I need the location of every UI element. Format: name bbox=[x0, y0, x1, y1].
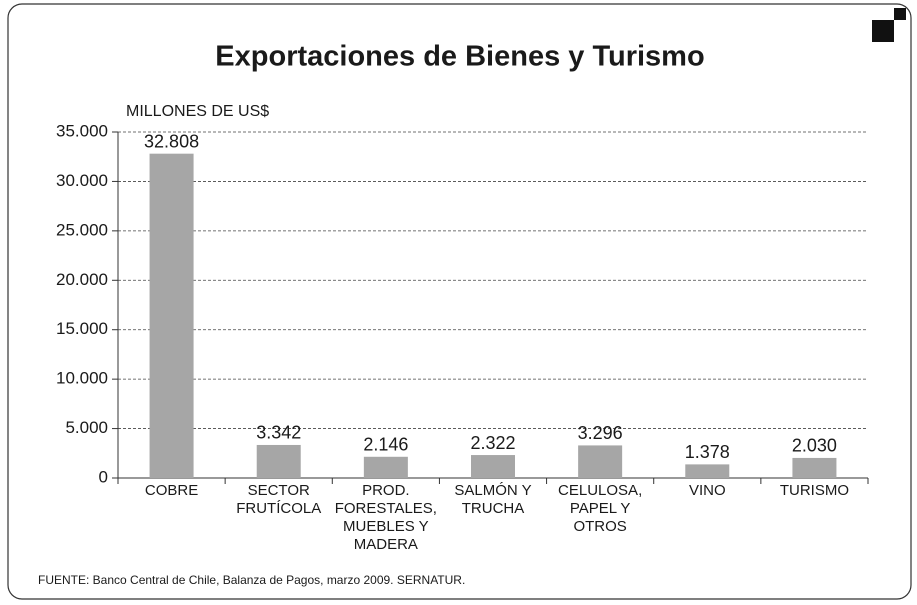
x-tick-label: SALMÓN Y TRUCHA bbox=[454, 482, 531, 517]
x-tick-label: TURISMO bbox=[780, 482, 849, 499]
frame bbox=[7, 3, 912, 600]
x-tick-label: VINO bbox=[689, 482, 726, 499]
bar bbox=[471, 455, 515, 478]
y-tick-label: 5.000 bbox=[65, 418, 108, 437]
bar bbox=[363, 456, 408, 478]
bar bbox=[149, 153, 194, 478]
y-tick-label: 25.000 bbox=[56, 220, 108, 239]
y-axis-label: MILLONES DE US$ bbox=[126, 103, 269, 120]
bar bbox=[685, 464, 730, 478]
x-tick-label: COBRE bbox=[145, 482, 198, 499]
bar bbox=[578, 445, 623, 478]
y-tick-label: 0 bbox=[99, 467, 108, 486]
source-note: FUENTE: Banco Central de Chile, Balanza … bbox=[38, 573, 465, 587]
y-tick-label: 35.000 bbox=[56, 121, 108, 140]
bar bbox=[256, 444, 301, 478]
x-tick-label: CELULOSA, PAPEL Y OTROS bbox=[558, 482, 642, 535]
y-tick-label: 20.000 bbox=[56, 270, 108, 289]
bar bbox=[792, 457, 837, 478]
value-label: 32.808 bbox=[144, 131, 199, 151]
value-label: 3.342 bbox=[256, 423, 301, 443]
value-label: 2.030 bbox=[792, 436, 837, 456]
x-tick-label: SECTOR FRUTÍCOLA bbox=[236, 482, 321, 517]
decor-square bbox=[872, 20, 894, 42]
value-label: 3.296 bbox=[578, 423, 623, 443]
chart-title: Exportaciones de Bienes y Turismo bbox=[215, 41, 704, 73]
y-tick-label: 15.000 bbox=[56, 319, 108, 338]
y-tick-label: 10.000 bbox=[56, 369, 108, 388]
value-label: 1.378 bbox=[685, 442, 730, 462]
value-label: 2.322 bbox=[470, 433, 515, 453]
x-tick-label: PROD. FORESTALES, MUEBLES Y MADERA bbox=[335, 482, 437, 553]
decor-square bbox=[894, 8, 906, 20]
value-label: 2.146 bbox=[363, 435, 408, 455]
y-tick-label: 30.000 bbox=[56, 171, 108, 190]
